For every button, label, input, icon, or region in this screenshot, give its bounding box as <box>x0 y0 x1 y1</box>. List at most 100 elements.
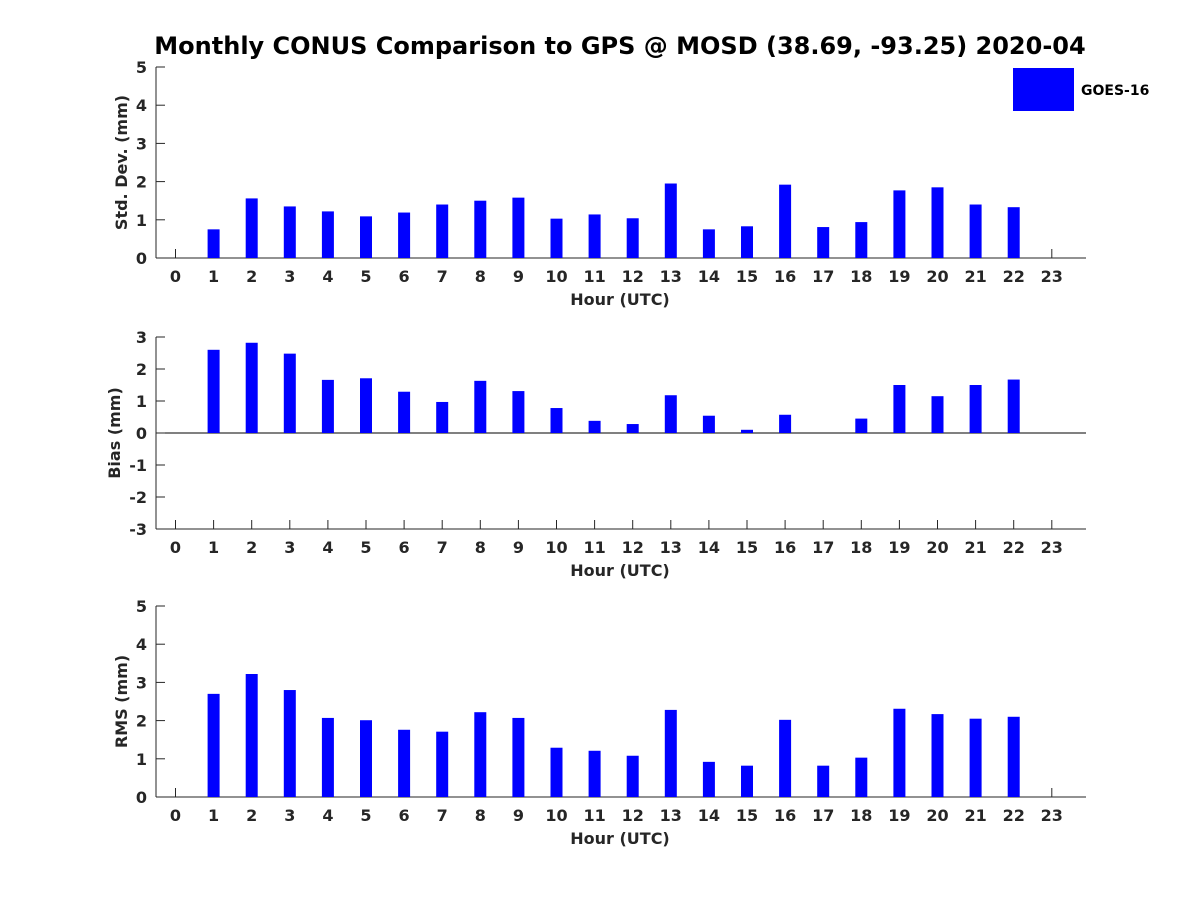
x-tick-label: 14 <box>698 806 720 825</box>
x-tick-label: 10 <box>545 267 567 286</box>
y-tick-label: 2 <box>136 360 147 379</box>
x-tick-label: 19 <box>888 267 910 286</box>
bar <box>398 729 411 797</box>
x-tick-label: 18 <box>850 538 872 557</box>
bar <box>626 424 639 433</box>
x-tick-label: 11 <box>583 806 605 825</box>
bar <box>283 206 296 258</box>
x-tick-label: 4 <box>322 806 333 825</box>
bar <box>1007 379 1020 433</box>
x-tick-label: 8 <box>475 267 486 286</box>
y-tick-label: 3 <box>136 134 147 153</box>
y-tick-label: 0 <box>136 788 147 807</box>
bar <box>1007 207 1020 258</box>
y-tick-label: -3 <box>129 520 147 539</box>
legend: GOES-16 <box>1013 68 1149 111</box>
x-tick-label: 8 <box>475 806 486 825</box>
y-tick-label: 1 <box>136 211 147 230</box>
bar <box>436 401 449 433</box>
x-tick-label: 7 <box>437 267 448 286</box>
bar <box>664 395 677 433</box>
x-tick-label: 4 <box>322 267 333 286</box>
x-tick-label: 3 <box>284 267 295 286</box>
bar <box>588 750 601 797</box>
bar <box>855 418 868 433</box>
x-tick-label: 20 <box>926 806 948 825</box>
bar <box>664 709 677 797</box>
x-tick-label: 17 <box>812 806 834 825</box>
bar <box>550 218 563 258</box>
bar <box>398 391 411 433</box>
x-tick-label: 12 <box>622 267 644 286</box>
bar <box>207 693 220 797</box>
bar <box>741 429 753 433</box>
x-tick-label: 14 <box>698 538 720 557</box>
bar <box>245 673 258 797</box>
y-tick-label: 3 <box>136 673 147 692</box>
bar <box>779 414 792 433</box>
x-tick-label: 11 <box>583 538 605 557</box>
x-tick-label: 15 <box>736 806 758 825</box>
bar <box>969 385 982 433</box>
bar <box>626 218 639 258</box>
x-tick-label: 12 <box>622 806 644 825</box>
y-tick-label: -1 <box>129 456 147 475</box>
legend-swatch <box>1013 68 1074 111</box>
x-tick-label: 3 <box>284 538 295 557</box>
x-tick-label: 22 <box>1003 538 1025 557</box>
bar <box>931 187 944 258</box>
bar <box>741 226 753 258</box>
bar <box>283 690 296 797</box>
bar <box>1007 716 1020 797</box>
x-tick-label: 23 <box>1041 806 1063 825</box>
x-tick-label: 9 <box>513 538 524 557</box>
x-tick-label: 19 <box>888 806 910 825</box>
x-axis-label: Hour (UTC) <box>570 829 670 848</box>
y-tick-label: 4 <box>136 635 147 654</box>
bar <box>436 731 449 797</box>
x-tick-label: 19 <box>888 538 910 557</box>
x-tick-label: 6 <box>399 538 410 557</box>
x-tick-label: 16 <box>774 806 796 825</box>
bar <box>245 342 258 433</box>
y-tick-label: 0 <box>136 424 147 443</box>
x-tick-label: 21 <box>964 806 986 825</box>
bar <box>321 717 334 797</box>
y-tick-label: 3 <box>136 328 147 347</box>
x-tick-label: 23 <box>1041 538 1063 557</box>
x-tick-label: 5 <box>360 806 371 825</box>
y-tick-label: 2 <box>136 712 147 731</box>
x-tick-label: 8 <box>475 538 486 557</box>
bar <box>321 379 334 433</box>
x-tick-label: 22 <box>1003 267 1025 286</box>
x-tick-label: 5 <box>360 267 371 286</box>
x-tick-label: 18 <box>850 267 872 286</box>
bar <box>741 765 753 797</box>
bar <box>969 718 982 797</box>
bar <box>550 747 563 797</box>
bar <box>969 204 982 258</box>
bar <box>779 184 792 258</box>
x-tick-label: 10 <box>545 806 567 825</box>
bar <box>360 378 372 433</box>
bar <box>855 757 868 797</box>
bar <box>817 227 830 258</box>
bar <box>779 719 792 797</box>
x-tick-label: 23 <box>1041 267 1063 286</box>
y-tick-label: 1 <box>136 750 147 769</box>
x-tick-label: 1 <box>208 267 219 286</box>
x-tick-label: 9 <box>513 267 524 286</box>
x-tick-label: 6 <box>399 806 410 825</box>
x-tick-label: 2 <box>246 538 257 557</box>
x-tick-label: 4 <box>322 538 333 557</box>
bar <box>702 229 715 258</box>
bar <box>245 198 258 258</box>
x-tick-label: 16 <box>774 267 796 286</box>
bar <box>512 197 525 258</box>
x-tick-label: 0 <box>170 267 181 286</box>
x-tick-label: 6 <box>399 267 410 286</box>
bar <box>588 420 601 433</box>
x-tick-label: 3 <box>284 806 295 825</box>
